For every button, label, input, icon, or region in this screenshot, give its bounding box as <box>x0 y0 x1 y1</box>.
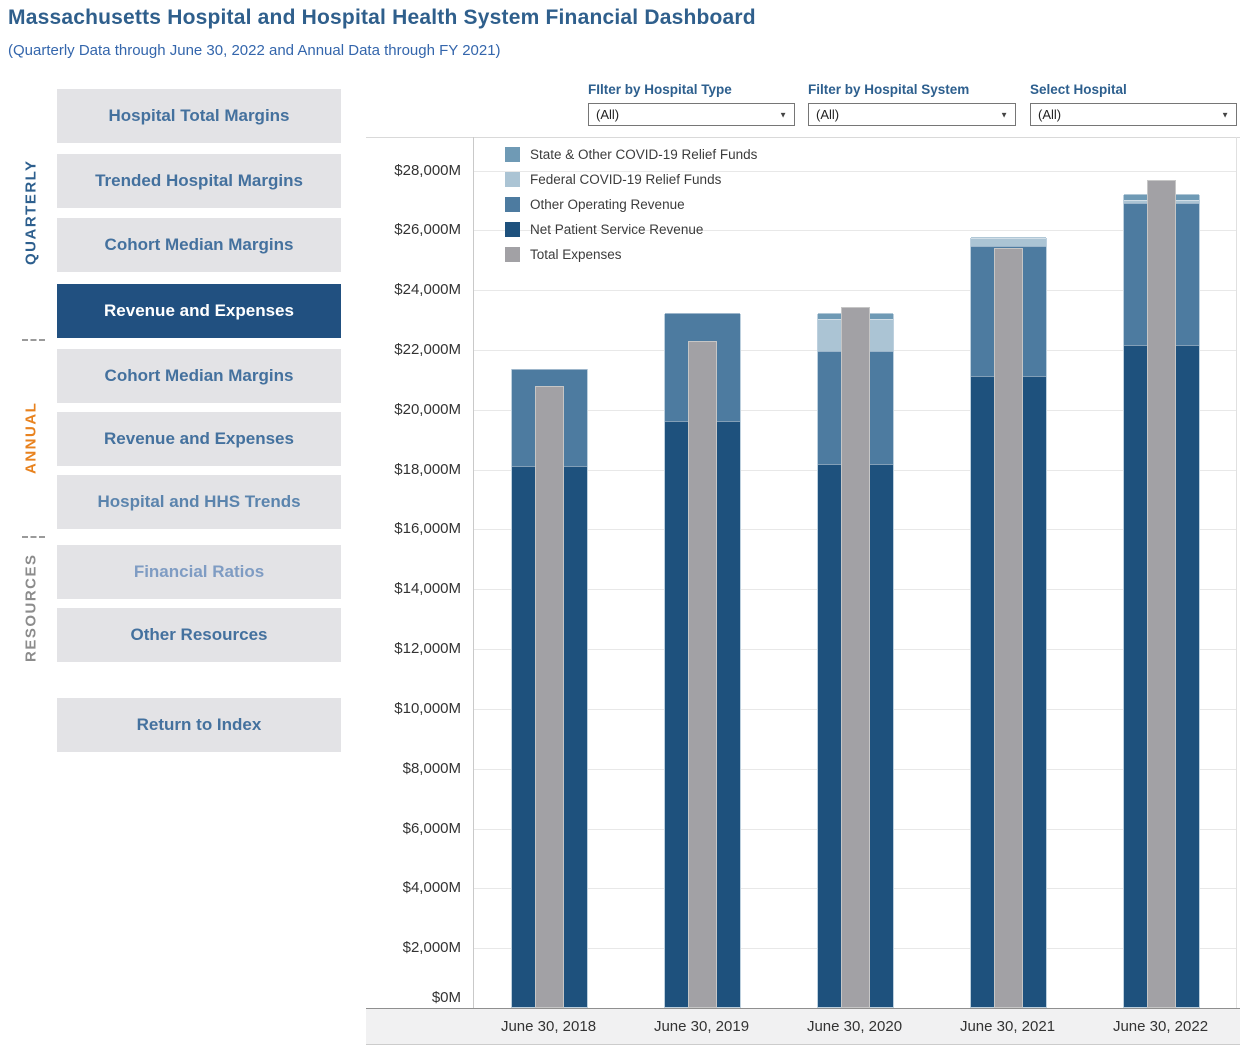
x-axis: June 30, 2018 June 30, 2019 June 30, 2020 J… <box>366 1008 1240 1045</box>
total-expenses-bar[interactable] <box>841 306 870 1008</box>
x-tick-label: June 30, 2018 <box>500 1018 597 1035</box>
nav-trended-hospital-margins[interactable]: Trended Hospital Margins <box>57 154 341 208</box>
group-label-quarterly: QUARTERLY <box>22 159 40 266</box>
y-tick-label: $24,000M <box>394 281 461 299</box>
total-expenses-bar[interactable] <box>688 341 717 1008</box>
legend-swatch-icon <box>505 247 520 262</box>
group-label-resources: RESOURCES <box>22 553 40 663</box>
chart-top-border <box>366 137 1240 138</box>
x-tick-label: June 30, 2020 <box>806 1018 903 1035</box>
x-tick-label: June 30, 2022 <box>1112 1018 1209 1035</box>
y-tick-label: $14,000M <box>394 580 461 598</box>
page-title: Massachusetts Hospital and Hospital Heal… <box>8 6 756 29</box>
x-tick-label: June 30, 2019 <box>653 1018 750 1035</box>
legend-swatch-icon <box>505 172 520 187</box>
nav-hospital-and-hhs-trends[interactable]: Hospital and HHS Trends <box>57 475 341 529</box>
filter-hospital-type-label: FIlter by Hospital Type <box>588 82 732 97</box>
filter-select-hospital-dropdown[interactable]: (All) ▼ <box>1030 103 1237 126</box>
total-expenses-bar[interactable] <box>535 385 564 1008</box>
filter-select-hospital-value: (All) <box>1038 107 1062 122</box>
filter-hospital-type-value: (All) <box>596 107 620 122</box>
bar-segment-federal-covid-19-relief-funds[interactable] <box>971 238 1046 246</box>
y-tick-label: $10,000M <box>394 699 461 717</box>
x-tick-label: June 30, 2021 <box>959 1018 1056 1035</box>
gridline <box>474 290 1236 292</box>
y-tick-label: $26,000M <box>394 221 461 239</box>
chevron-down-icon: ▼ <box>1221 110 1229 119</box>
filter-hospital-system-value: (All) <box>816 107 840 122</box>
y-tick-label: $2,000M <box>402 939 461 957</box>
legend-item[interactable]: State & Other COVID-19 Relief Funds <box>505 142 757 167</box>
y-tick-label: $8,000M <box>402 759 461 777</box>
filter-select-hospital: Select Hospital (All) ▼ <box>1030 82 1237 126</box>
chart-legend: State & Other COVID-19 Relief Funds Feder… <box>505 142 757 267</box>
legend-label: State & Other COVID-19 Relief Funds <box>530 147 758 162</box>
nav-financial-ratios[interactable]: Financial Ratios <box>57 545 341 599</box>
legend-item[interactable]: Net Patient Service Revenue <box>505 217 757 242</box>
filter-hospital-type: FIlter by Hospital Type (All) ▼ <box>588 82 795 126</box>
filter-hospital-system-label: Filter by Hospital System <box>808 82 970 97</box>
nav-cohort-median-margins-quarterly[interactable]: Cohort Median Margins <box>57 218 341 272</box>
gridline <box>474 230 1236 232</box>
y-axis: $0M $2,000M $4,000M $6,000M $8,000M $10,000M $… <box>366 137 467 1008</box>
legend-swatch-icon <box>505 222 520 237</box>
legend-item[interactable]: Total Expenses <box>505 242 757 267</box>
y-tick-label: $0M <box>431 989 461 1006</box>
filter-hospital-type-dropdown[interactable]: (All) ▼ <box>588 103 795 126</box>
legend-label: Federal COVID-19 Relief Funds <box>530 172 722 187</box>
gridline <box>474 170 1236 172</box>
filter-hospital-system-dropdown[interactable]: (All) ▼ <box>808 103 1016 126</box>
legend-item[interactable]: Other Operating Revenue <box>505 192 757 217</box>
y-tick-label: $18,000M <box>394 460 461 478</box>
bar-segment-state-other-covid-19-relief-funds[interactable] <box>971 236 1046 239</box>
legend-label: Net Patient Service Revenue <box>530 222 704 237</box>
legend-item[interactable]: Federal COVID-19 Relief Funds <box>505 167 757 192</box>
stacked-bar-chart-plot <box>473 137 1237 1008</box>
legend-swatch-icon <box>505 147 520 162</box>
filter-hospital-system: Filter by Hospital System (All) ▼ <box>808 82 1016 126</box>
group-separator <box>22 536 45 538</box>
nav-cohort-median-margins-annual[interactable]: Cohort Median Margins <box>57 349 341 403</box>
y-tick-label: $4,000M <box>402 879 461 897</box>
y-tick-label: $12,000M <box>394 640 461 658</box>
group-label-annual: ANNUAL <box>22 401 40 475</box>
total-expenses-bar[interactable] <box>1147 179 1176 1008</box>
legend-swatch-icon <box>505 197 520 212</box>
page-subtitle: (Quarterly Data through June 30, 2022 an… <box>8 42 501 59</box>
filter-select-hospital-label: Select Hospital <box>1030 82 1127 97</box>
group-separator <box>22 339 45 341</box>
y-tick-label: $16,000M <box>394 520 461 538</box>
nav-revenue-and-expenses-quarterly[interactable]: Revenue and Expenses <box>57 284 341 338</box>
nav-revenue-and-expenses-annual[interactable]: Revenue and Expenses <box>57 412 341 466</box>
nav-other-resources[interactable]: Other Resources <box>57 608 341 662</box>
total-expenses-bar[interactable] <box>994 248 1023 1008</box>
nav-return-to-index[interactable]: Return to Index <box>57 698 341 752</box>
chevron-down-icon: ▼ <box>779 110 787 119</box>
y-tick-label: $20,000M <box>394 400 461 418</box>
y-tick-label: $6,000M <box>402 819 461 837</box>
chevron-down-icon: ▼ <box>1000 110 1008 119</box>
y-tick-label: $22,000M <box>394 341 461 359</box>
legend-label: Total Expenses <box>530 247 622 262</box>
y-tick-label: $28,000M <box>394 161 461 179</box>
legend-label: Other Operating Revenue <box>530 197 685 212</box>
nav-hospital-total-margins[interactable]: Hospital Total Margins <box>57 89 341 143</box>
